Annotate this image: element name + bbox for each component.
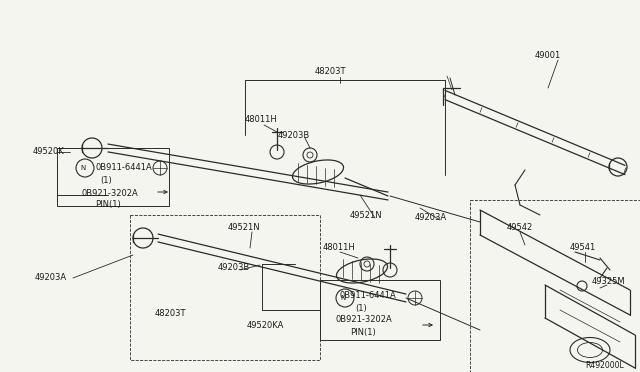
Bar [57,148,169,206]
Text: 49203A: 49203A [415,214,447,222]
Text: 49001: 49001 [535,51,561,60]
Text: 49520K: 49520K [33,148,65,157]
Text: 48011H: 48011H [323,244,356,253]
Text: PIN(1): PIN(1) [95,201,121,209]
Bar [320,280,440,340]
Text: 49325M: 49325M [592,278,626,286]
Text: 49542: 49542 [507,224,533,232]
Text: 0B911-6441A: 0B911-6441A [340,291,397,299]
Text: 49203B: 49203B [278,131,310,141]
Text: PIN(1): PIN(1) [350,328,376,337]
Bar [130,215,320,360]
Text: 49521N: 49521N [350,211,383,219]
Text: 49520KA: 49520KA [247,321,284,330]
Bar [470,200,640,372]
Text: 0B921-3202A: 0B921-3202A [82,189,139,199]
Text: 0B911-6441A: 0B911-6441A [95,164,152,173]
Text: N: N [81,165,86,171]
Text: 48203T: 48203T [155,308,186,317]
Text: 49541: 49541 [570,244,596,253]
Text: 49203B: 49203B [218,263,250,272]
Text: (1): (1) [355,304,367,312]
Text: R492000L: R492000L [585,360,624,369]
Text: 48011H: 48011H [245,115,278,125]
Text: 49521N: 49521N [228,224,260,232]
Text: N: N [340,295,346,301]
Text: 49203A: 49203A [35,273,67,282]
Text: 0B921-3202A: 0B921-3202A [335,315,392,324]
Text: 48203T: 48203T [315,67,346,77]
Text: (1): (1) [100,176,112,185]
